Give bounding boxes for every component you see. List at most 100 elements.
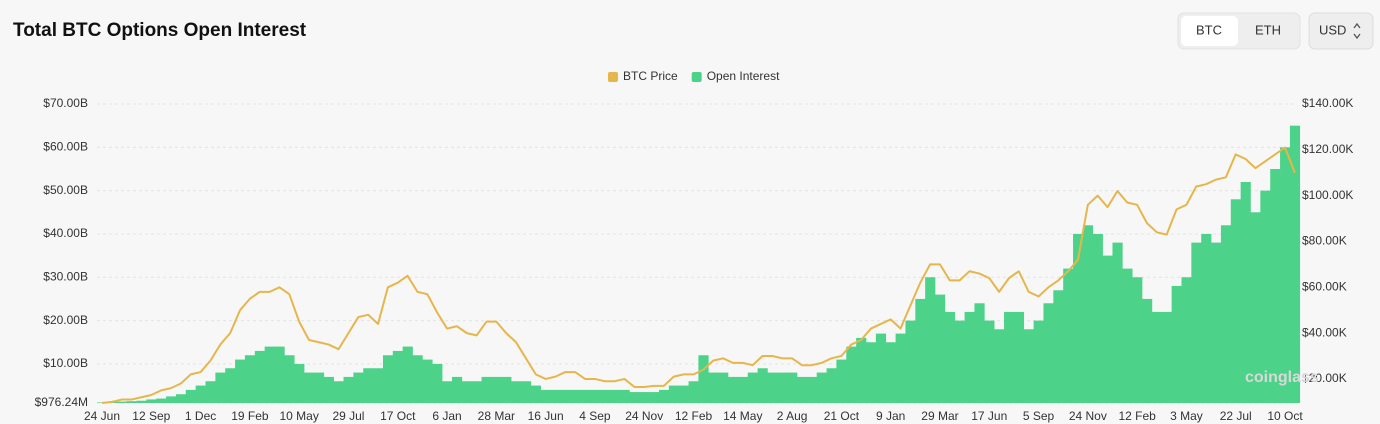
bar	[461, 381, 472, 403]
bar	[511, 381, 522, 403]
legend-label: BTC Price	[623, 69, 678, 83]
bar	[1142, 298, 1153, 403]
bar	[658, 389, 670, 403]
bar	[1260, 190, 1271, 403]
bar	[797, 376, 808, 403]
bar	[264, 346, 275, 403]
bar	[540, 389, 551, 403]
bar	[570, 389, 581, 403]
x-tick-label: 6 Jan	[432, 409, 461, 423]
x-tick-label: 24 Jun	[84, 409, 120, 423]
x-tick-label: 29 Mar	[921, 409, 958, 423]
bar	[1161, 311, 1172, 403]
bar	[205, 381, 216, 403]
y-tick-label: $30.00B	[43, 269, 88, 283]
x-tick-label: 1 Dec	[185, 409, 216, 423]
bar	[787, 372, 798, 403]
bar	[560, 389, 571, 403]
bar	[1132, 277, 1143, 403]
x-tick-label: 4 Sep	[579, 409, 611, 423]
bar	[294, 363, 305, 403]
bar	[905, 320, 916, 403]
bar	[1013, 311, 1025, 403]
bar	[323, 376, 334, 403]
bar	[1053, 290, 1064, 403]
eth-button[interactable]: ETH	[1255, 22, 1281, 37]
btc-label[interactable]: BTC	[1196, 22, 1222, 37]
bar-series	[97, 125, 1301, 403]
y-tick-label: $40.00B	[43, 226, 88, 240]
bar	[964, 311, 975, 403]
x-tick-label: 16 Jun	[528, 409, 564, 423]
bar	[1230, 199, 1241, 403]
x-tick-label: 5 Sep	[1023, 409, 1055, 423]
bar	[826, 368, 837, 403]
bar	[639, 392, 650, 403]
bar	[1191, 242, 1202, 403]
bar	[1073, 233, 1084, 403]
y-tick-label: $70.00B	[43, 96, 88, 110]
y2-tick-label: $120.00K	[1302, 142, 1353, 156]
x-tick-label: 10 Oct	[1267, 409, 1303, 423]
bar	[935, 294, 946, 403]
bar	[1102, 255, 1113, 403]
bar	[974, 303, 985, 403]
bar	[806, 376, 818, 403]
bar	[1023, 329, 1034, 403]
bar	[1171, 285, 1182, 403]
watermark: coinglass	[1245, 369, 1319, 386]
bar	[925, 277, 936, 403]
bar	[225, 368, 236, 403]
bar	[885, 342, 896, 403]
price-line	[101, 146, 1296, 404]
bar	[1033, 320, 1044, 403]
bar	[737, 376, 749, 403]
bar	[1082, 225, 1094, 403]
bar	[175, 394, 187, 403]
currency-select[interactable]	[1308, 12, 1374, 50]
bar	[491, 376, 502, 403]
bar	[1151, 311, 1163, 403]
bar	[1092, 233, 1103, 403]
bar	[166, 396, 177, 403]
bar	[392, 350, 403, 403]
bar	[599, 389, 611, 403]
bar	[432, 363, 443, 403]
bar	[530, 385, 541, 403]
bar	[688, 381, 699, 403]
y2-tick-label: $100.00K	[1302, 188, 1353, 202]
bar	[1181, 277, 1192, 403]
legend-swatch	[691, 72, 702, 82]
bar	[767, 372, 778, 403]
bar	[244, 355, 256, 403]
bar	[629, 392, 640, 403]
y-tick-label: $60.00B	[43, 139, 88, 153]
bar	[520, 381, 532, 403]
bar	[1122, 268, 1133, 403]
currency-label[interactable]: USD	[1319, 22, 1346, 37]
x-tick-label: 28 Mar	[478, 409, 515, 423]
x-tick-label: 24 Nov	[625, 409, 663, 423]
bar	[747, 372, 758, 403]
bar	[274, 346, 285, 403]
bar	[471, 381, 482, 403]
bar	[718, 372, 729, 403]
bar	[1280, 147, 1291, 403]
bar	[1201, 233, 1212, 403]
btc-button[interactable]	[1181, 16, 1238, 46]
bar	[846, 346, 857, 403]
bar	[1043, 303, 1054, 403]
bar	[1112, 242, 1123, 403]
x-tick-label: 17 Jun	[971, 409, 1007, 423]
bar	[1211, 242, 1222, 403]
bar	[284, 355, 295, 403]
bar	[1220, 225, 1232, 403]
bar	[580, 389, 591, 403]
bar	[235, 359, 246, 403]
x-tick-label: 2 Aug	[777, 409, 808, 423]
x-tick-label: 12 Sep	[132, 409, 170, 423]
bar	[422, 359, 433, 403]
x-tick-label: 10 May	[279, 409, 318, 423]
x-tick-label: 12 Feb	[675, 409, 713, 423]
bar	[875, 333, 887, 403]
